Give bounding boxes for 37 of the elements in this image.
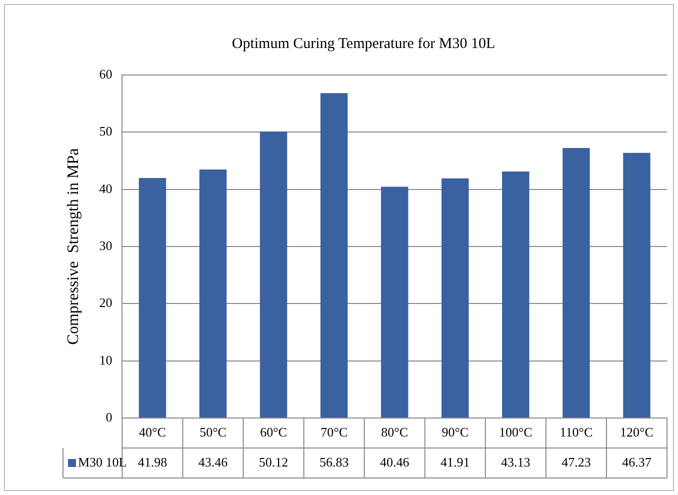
y-tick-label: 20 [99,295,112,310]
x-tick-label: 50°C [200,424,226,440]
y-tick-label: 30 [99,238,112,253]
data-label: 47.23 [562,454,591,470]
x-tick-label: 120°C [620,424,654,440]
chart-title: Optimum Curing Temperature for M30 10L [232,36,496,52]
x-tick-label: 100°C [498,424,532,440]
bar [138,178,166,418]
bar [562,148,590,418]
data-label: 41.91 [440,454,470,470]
data-label: 46.37 [622,454,652,470]
data-label: 50.12 [258,454,288,470]
bar [442,178,469,418]
y-tick-label: 0 [106,409,112,424]
data-label: 40.46 [380,454,410,470]
bar [320,93,348,418]
x-tick-label: 40°C [139,424,166,440]
bar [199,170,227,418]
legend-label: M30 10L [78,454,127,470]
data-label: 56.83 [319,454,349,470]
x-tick-label: 80°C [381,424,408,440]
x-tick-label: 70°C [320,424,348,440]
bar [380,186,408,418]
bar [623,152,650,418]
data-label: 43.46 [198,454,228,470]
x-tick-label: 110°C [560,424,593,440]
y-axis-title: Compressive Strength in MPa [64,148,82,345]
x-tick-label: 60°C [260,424,287,440]
bar [502,171,530,418]
y-tick-label: 50 [99,124,112,139]
x-tick-label: 90°C [442,424,469,440]
y-tick-label: 40 [99,180,112,196]
data-label: 43.13 [501,454,530,470]
bar [260,131,288,418]
y-tick-label: 10 [99,352,112,368]
y-tick-label: 60 [99,66,112,82]
data-label: 41.98 [138,454,168,470]
